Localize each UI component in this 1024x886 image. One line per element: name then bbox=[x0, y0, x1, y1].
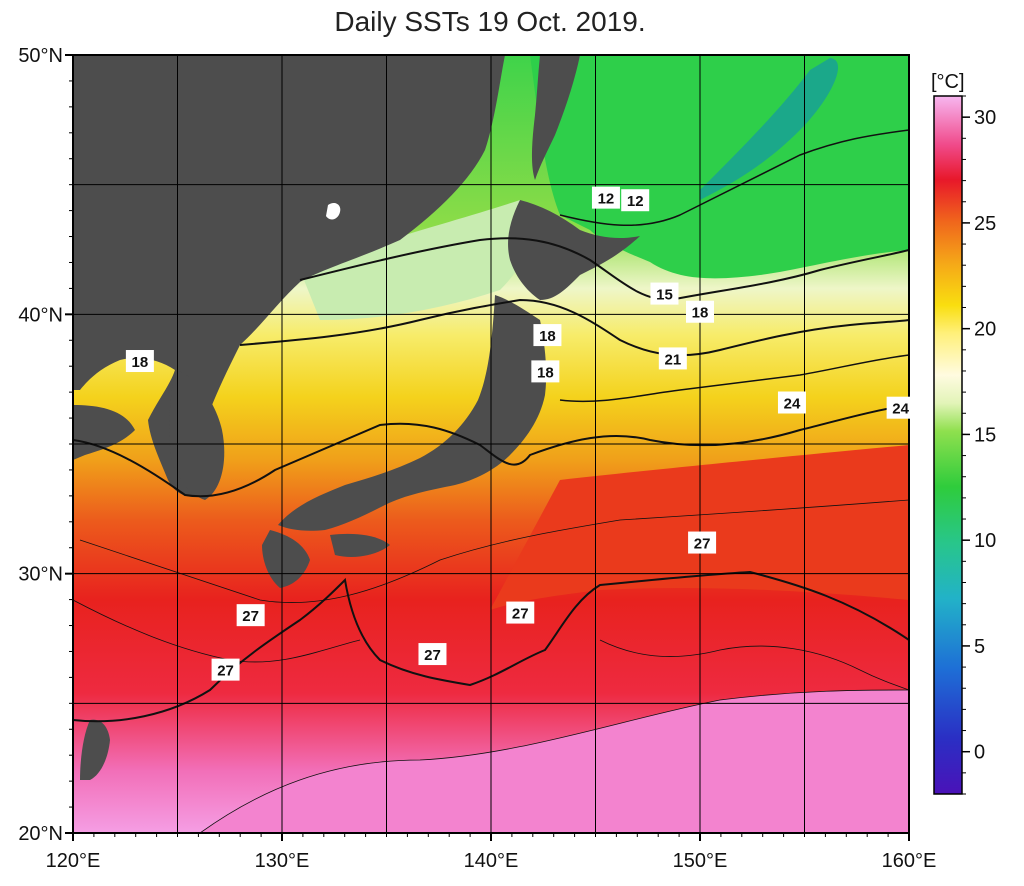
land-taiwan bbox=[80, 719, 110, 780]
contour-label-text: 18 bbox=[539, 328, 556, 345]
contour-label-text: 24 bbox=[784, 396, 801, 413]
colorbar-tick-label: 20 bbox=[974, 319, 996, 341]
contour-thin-d bbox=[199, 689, 909, 833]
land-honshu bbox=[278, 295, 547, 531]
contour-12 bbox=[559, 129, 909, 227]
contour-labels: 18 12 12 15 18 18 18 21 24 24 27 27 27 27 27 bbox=[125, 186, 915, 681]
colorbar-tick-label: 25 bbox=[974, 213, 996, 235]
contour-18 bbox=[239, 298, 909, 357]
contour-label-text: 12 bbox=[598, 191, 615, 208]
colorbar-tick-label: 10 bbox=[974, 530, 996, 552]
contour-21 bbox=[559, 354, 909, 403]
lon-tick-label: 120°E bbox=[46, 850, 101, 872]
contour-label-text: 27 bbox=[424, 647, 441, 664]
contour-label: 24 bbox=[777, 391, 806, 414]
contour-24 bbox=[73, 404, 909, 498]
contour-label-text: 18 bbox=[537, 364, 554, 381]
map-title: Daily SSTs 19 Oct. 2019. bbox=[334, 6, 646, 37]
lon-axis: 120°E 130°E 140°E 150°E 160°E bbox=[46, 833, 937, 872]
contour-label-text: 18 bbox=[692, 305, 709, 322]
contour-label: 27 bbox=[236, 604, 265, 627]
contour-label-text: 12 bbox=[627, 193, 644, 210]
colorbar-tick-label: 0 bbox=[974, 742, 985, 764]
contour-label-text: 21 bbox=[664, 351, 681, 368]
contour-label-text: 15 bbox=[656, 287, 673, 304]
lon-tick-label: 140°E bbox=[464, 850, 519, 872]
contour-label-bg bbox=[686, 300, 714, 323]
gridlines bbox=[73, 55, 909, 833]
contour-label-text: 27 bbox=[694, 536, 711, 553]
lon-tick-label: 130°E bbox=[255, 850, 310, 872]
contour-label: 15 bbox=[650, 282, 679, 305]
cool-band-north bbox=[300, 200, 540, 320]
contour-label-bg bbox=[211, 658, 240, 681]
contour-label-bg bbox=[621, 189, 650, 212]
contour-label-text: 27 bbox=[242, 608, 259, 625]
land-hokkaido bbox=[508, 200, 640, 300]
lat-axis: 50°N 40°N 30°N 20°N bbox=[18, 45, 73, 845]
contour-label-text: 18 bbox=[132, 354, 149, 371]
contour-thin-a bbox=[79, 499, 909, 603]
contour-label-bg bbox=[658, 347, 687, 370]
colorbar-ticks: 30 25 20 15 10 5 0 bbox=[962, 95, 996, 795]
contour-label-text: 27 bbox=[217, 663, 234, 680]
contour-label: 27 bbox=[211, 658, 240, 681]
contour-label-bg bbox=[533, 324, 562, 347]
contour-label: 12 bbox=[591, 186, 620, 209]
lat-tick-label: 40°N bbox=[18, 304, 63, 326]
lake-khanka bbox=[326, 202, 341, 220]
lat-tick-label: 30°N bbox=[18, 564, 63, 586]
very-cold-water bbox=[700, 58, 839, 200]
lon-tick-label: 150°E bbox=[673, 850, 728, 872]
contour-label-bg bbox=[236, 604, 265, 627]
colorbar-ramp bbox=[933, 95, 963, 795]
contour-label-bg bbox=[418, 643, 447, 666]
contour-label: 18 bbox=[533, 324, 562, 347]
contour-thin-c bbox=[599, 639, 909, 691]
contour-label: 27 bbox=[688, 531, 717, 554]
lon-tick-label: 160°E bbox=[882, 850, 937, 872]
colorbar-tick-label: 5 bbox=[974, 636, 985, 658]
lat-tick-label: 20°N bbox=[18, 823, 63, 845]
land-korea bbox=[169, 370, 225, 500]
contour-label-bg bbox=[591, 186, 620, 209]
contour-label-bg bbox=[688, 531, 717, 554]
contour-label-bg bbox=[650, 282, 679, 305]
colorbar-tick-label: 30 bbox=[974, 107, 996, 129]
contour-label-bg bbox=[125, 350, 154, 373]
contour-label: 24 bbox=[886, 396, 915, 419]
lakes bbox=[326, 202, 341, 220]
land-shikoku bbox=[330, 533, 390, 557]
contour-label-bg bbox=[506, 601, 535, 624]
land-sakhalin bbox=[531, 55, 580, 180]
colorbar-tick-label: 15 bbox=[974, 424, 996, 446]
contour-label-text: 27 bbox=[512, 606, 529, 623]
contour-label: 12 bbox=[621, 189, 650, 212]
colorbar: [°C] 30 25 20 15 10 5 0 bbox=[931, 71, 996, 795]
land-masses bbox=[73, 55, 640, 780]
warmest-water-south bbox=[200, 690, 909, 833]
lat-tick-label: 50°N bbox=[18, 45, 63, 67]
contour-label-bg bbox=[886, 396, 915, 419]
contour-15 bbox=[299, 237, 909, 302]
contour-label-bg bbox=[531, 360, 560, 383]
colorbar-unit: [°C] bbox=[931, 71, 965, 93]
contour-label: 27 bbox=[506, 601, 535, 624]
contour-label: 18 bbox=[686, 300, 714, 323]
contour-label-text: 24 bbox=[892, 401, 909, 418]
contour-label: 21 bbox=[658, 347, 687, 370]
contour-label: 18 bbox=[531, 360, 560, 383]
land-china-coast bbox=[73, 405, 135, 460]
contour-label: 18 bbox=[125, 350, 154, 373]
contour-label: 27 bbox=[418, 643, 447, 666]
contour-label-bg bbox=[777, 391, 806, 414]
